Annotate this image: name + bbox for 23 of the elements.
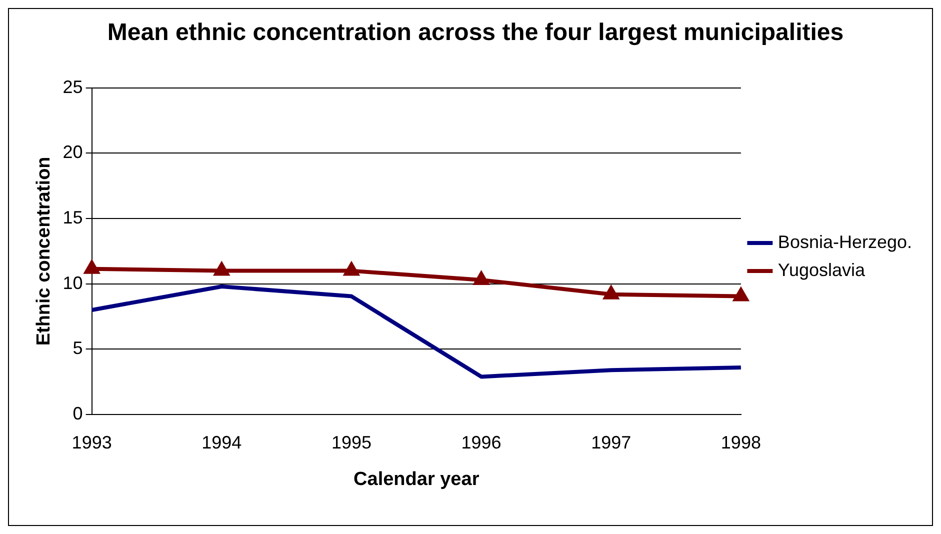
y-tick-label: 20 [62, 142, 83, 162]
chart-title: Mean ethnic concentration across the four largest municipalities [107, 19, 844, 46]
x-tick-label: 1997 [591, 432, 632, 452]
x-axis-title: Calendar year [354, 468, 480, 490]
legend-label: Bosnia-Herzego. [778, 232, 912, 252]
point [344, 262, 359, 276]
x-tick-label: 1993 [72, 432, 112, 452]
y-tick-label: 5 [72, 338, 83, 358]
x-tick-label: 1994 [202, 432, 242, 452]
point [734, 288, 748, 302]
y-axis-title: Ethnic concentration [34, 156, 55, 346]
y-tick-label: 25 [62, 76, 83, 97]
y-tick-label: 0 [72, 404, 83, 424]
legend-label: Yugoslavia [778, 260, 866, 280]
point [474, 272, 488, 285]
x-tick-label: 1996 [461, 432, 502, 452]
x-tick-label: 1995 [331, 432, 372, 452]
x-tick-label: 1998 [720, 432, 761, 452]
point [214, 262, 229, 276]
y-tick-label: 15 [62, 207, 83, 228]
point [604, 286, 618, 300]
y-tick-label: 10 [62, 272, 83, 293]
point [84, 260, 100, 274]
